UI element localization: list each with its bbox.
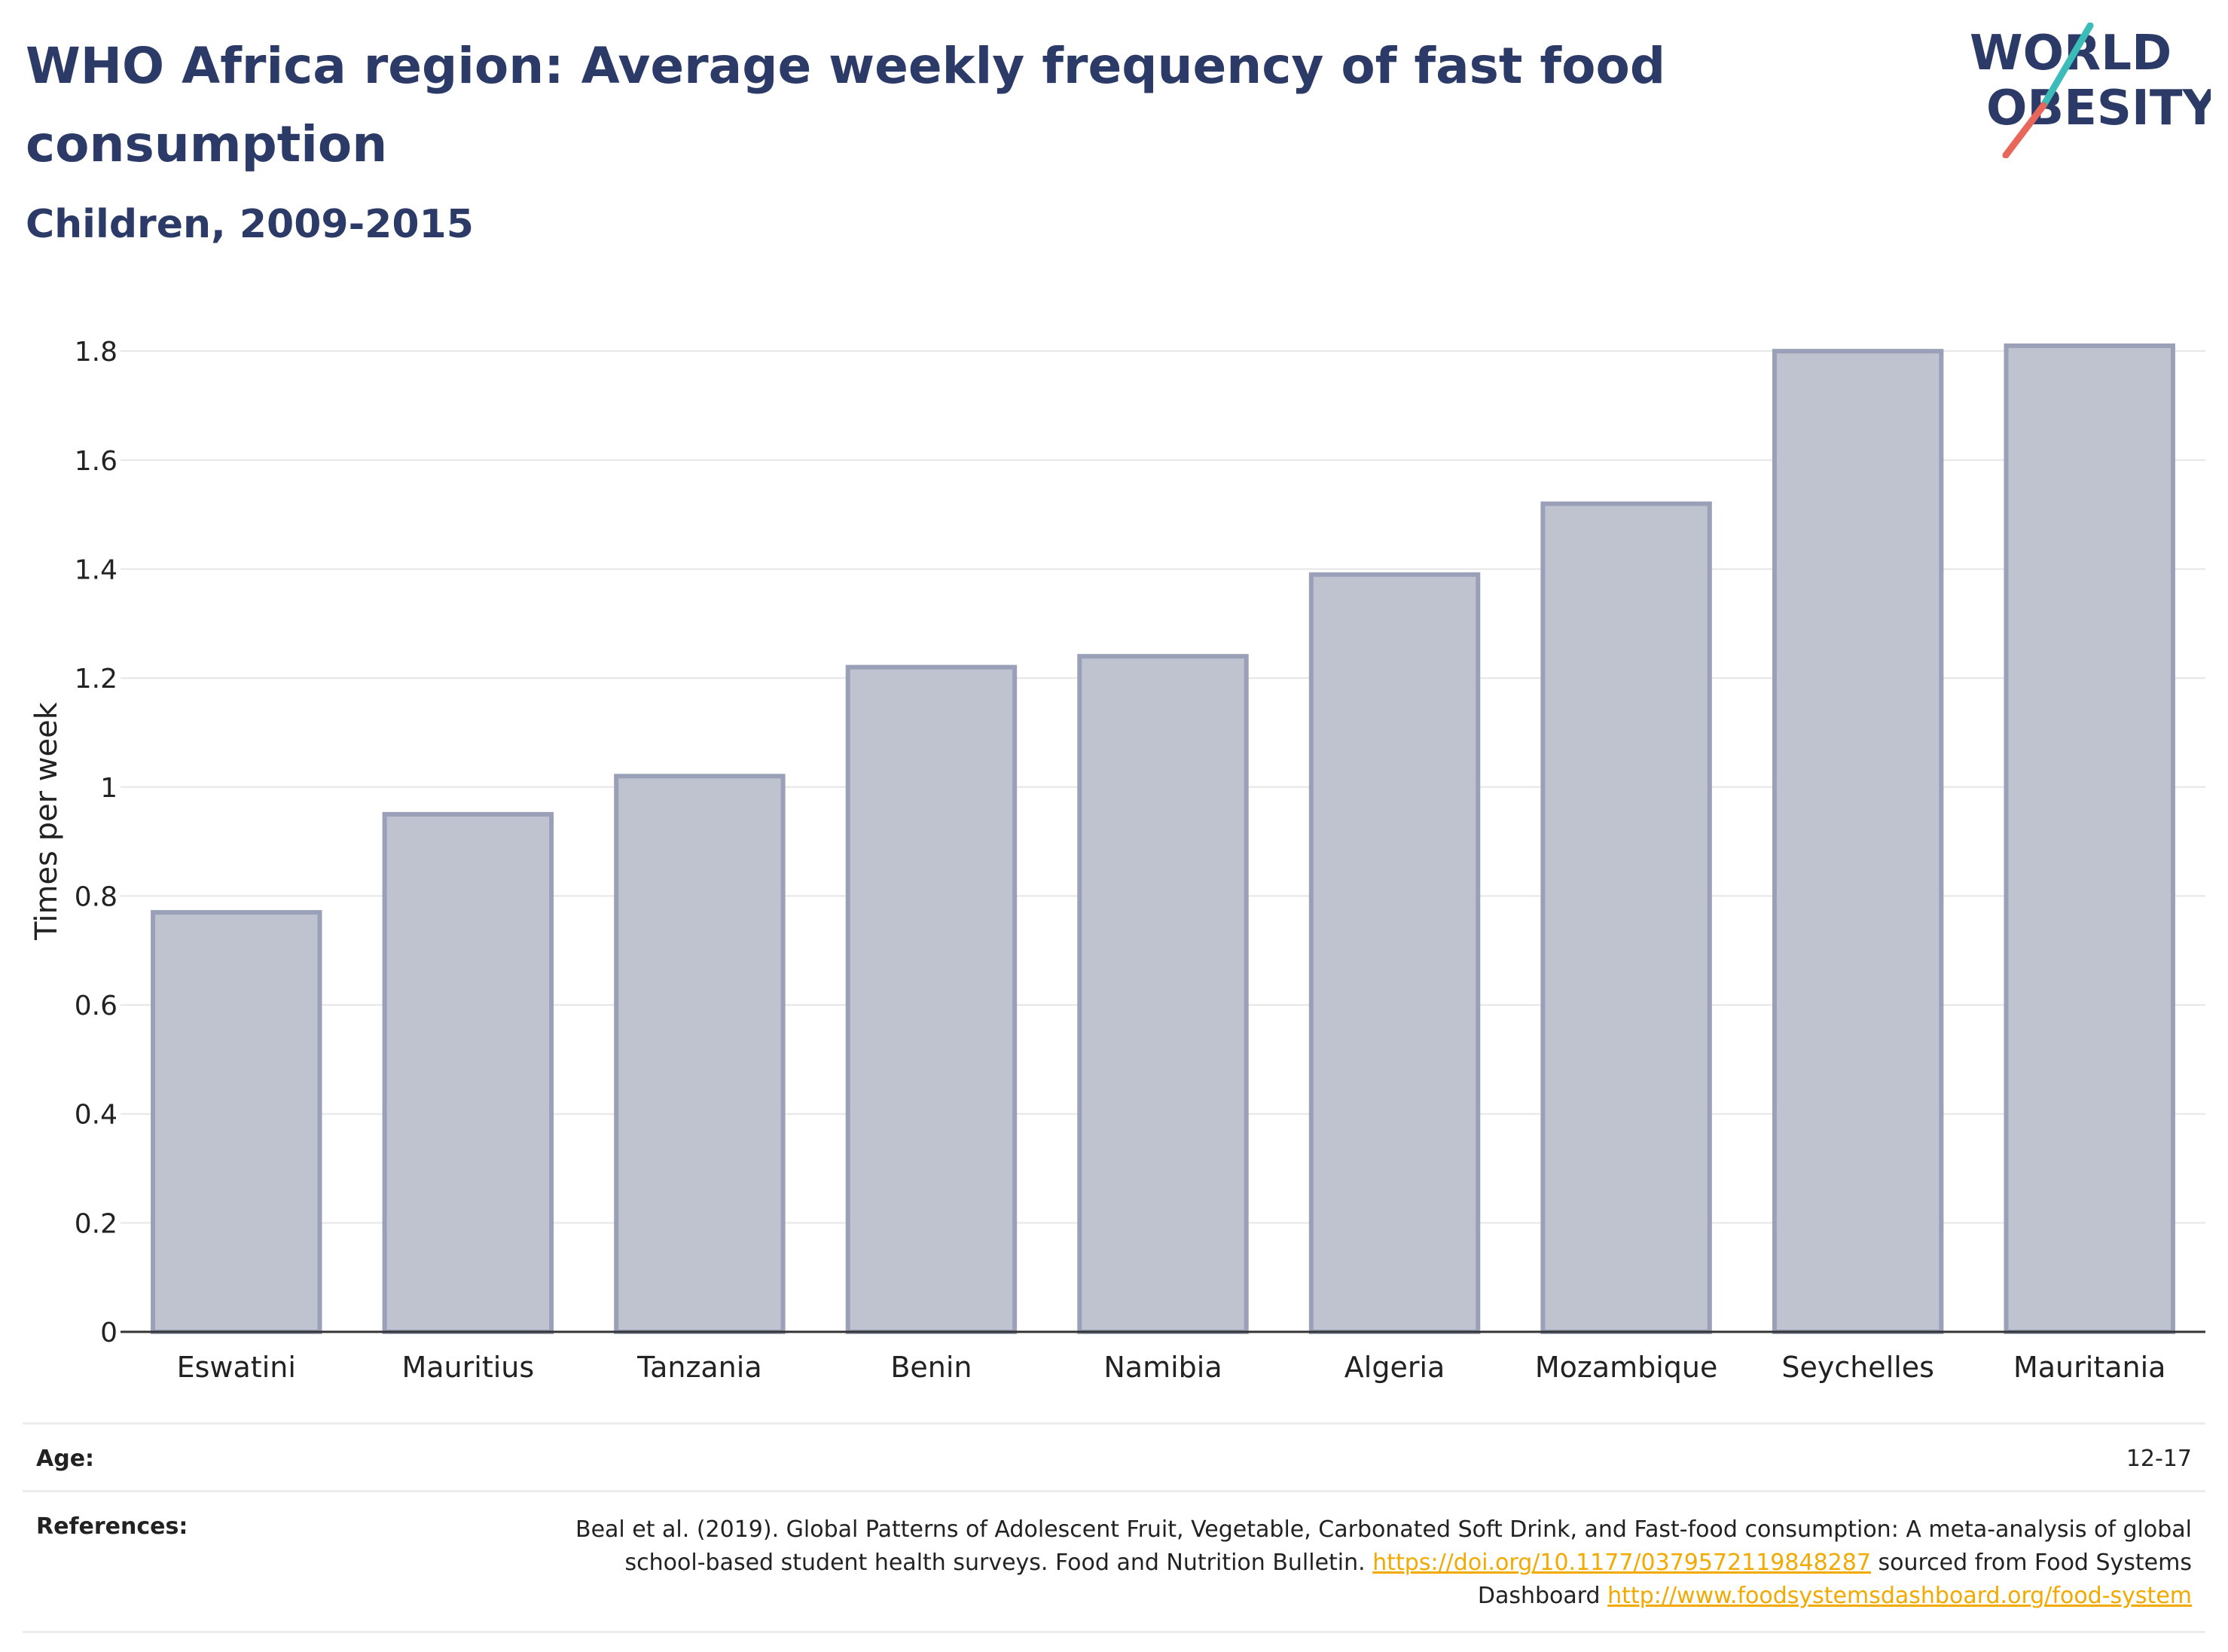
bar-benin[interactable] [845,664,1018,1334]
y-tick-label: 1.8 [75,337,118,368]
age-row: Age: 12-17 [23,1422,2205,1490]
y-tick-label: 0.2 [75,1208,118,1239]
bar-namibia[interactable] [1077,654,1249,1334]
bar-seychelles[interactable] [1772,349,1944,1335]
logo-slash-red [2002,102,2047,158]
world-obesity-logo: WORLD OBESITY [1970,23,2211,158]
bar-chart: 0 0.2 0.4 0.6 0.8 1 1.2 1.4 1.6 1.8 Eswatini Maurit… [29,337,2205,1384]
y-tick-label: 1.2 [75,664,118,695]
reference-citation: Beal et al. (2019). Global Patterns of A… [575,1516,2192,1576]
y-tick-label: 0 [100,1318,118,1348]
bar-mauritius[interactable] [382,811,554,1334]
bar-mauritania[interactable] [2004,343,2175,1335]
y-axis-title: Times per week [29,701,64,941]
reference-source: sourced from Food Systems Dashboard [1477,1550,2192,1609]
y-tick-label: 0.6 [75,991,118,1021]
chart-footer: Age: 12-17 References: Beal et al. (2019… [23,1422,2205,1633]
bar-mozambique[interactable] [1540,501,1712,1334]
x-tick-label: Eswatini [177,1351,296,1384]
references-row: References: Beal et al. (2019). Global P… [23,1490,2205,1633]
x-tick-label: Namibia [1103,1351,1222,1384]
logo-slash-teal [2040,23,2094,109]
y-tick-label: 0.4 [75,1100,118,1131]
y-tick-label: 1 [100,773,118,804]
x-tick-label: Mozambique [1535,1351,1718,1384]
bar-tanzania[interactable] [614,774,786,1334]
x-tick-label: Mauritius [401,1351,534,1384]
age-label: Age: [36,1446,95,1472]
doi-link[interactable]: https://doi.org/10.1177/0379572119848287 [1372,1550,1871,1576]
y-tick-label: 0.8 [75,881,118,912]
references-text: Beal et al. (2019). Global Patterns of A… [535,1513,2192,1613]
axis-layer: 0 0.2 0.4 0.6 0.8 1 1.2 1.4 1.6 1.8 Eswatini Maurit… [75,337,2205,1384]
age-value: 12-17 [2126,1446,2192,1472]
y-tick-label: 1.6 [75,446,118,477]
chart-title: WHO Africa region: Average weekly freque… [26,37,1666,173]
y-tick-label: 1.4 [75,554,118,585]
bar-layer [151,343,2175,1335]
x-tick-label: Tanzania [636,1351,761,1384]
x-tick-label: Mauritania [2013,1351,2165,1384]
references-label: References: [36,1513,188,1540]
dashboard-link[interactable]: http://www.foodsystemsdashboard.org/food… [1607,1583,2192,1609]
bar-eswatini[interactable] [151,910,322,1334]
x-tick-label: Seychelles [1781,1351,1934,1384]
x-tick-label: Algeria [1344,1351,1445,1384]
x-tick-label: Benin [890,1351,972,1384]
chart-subtitle: Children, 2009-2015 [26,202,474,247]
bar-algeria[interactable] [1308,572,1481,1334]
